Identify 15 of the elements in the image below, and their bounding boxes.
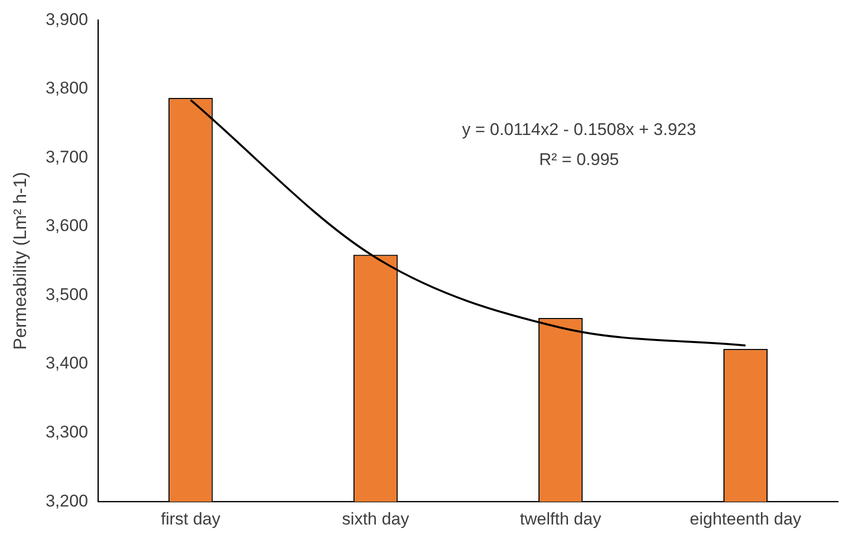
x-tick-label: twelfth day <box>520 509 602 528</box>
y-tick-label: 3,300 <box>46 422 88 442</box>
x-tick-label: first day <box>160 509 221 528</box>
x-tick-label: sixth day <box>342 509 410 528</box>
x-tick-label: eighteenth day <box>690 509 802 528</box>
y-tick-label: 3,900 <box>46 10 88 29</box>
y-tick-label: 3,500 <box>46 284 88 304</box>
annotation: R² = 0.995 <box>539 150 619 169</box>
y-tick-label: 3,400 <box>46 354 88 373</box>
y-tick-label: 3,600 <box>46 216 88 236</box>
y-tick-label: 3,800 <box>46 78 88 98</box>
y-axis-title: Permeability (Lm² h-1) <box>10 172 30 350</box>
y-tick-label: 3,200 <box>46 491 88 510</box>
annotation: y = 0.0114x2 - 0.1508x + 3.923 <box>462 120 696 139</box>
y-tick-label: 3,700 <box>46 147 88 166</box>
